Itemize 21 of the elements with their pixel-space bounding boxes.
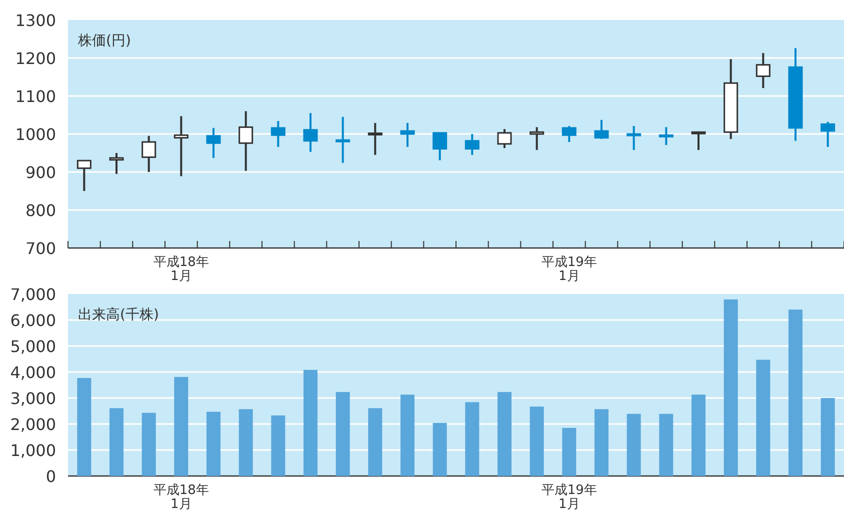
y-tick-label: 7,000 — [10, 285, 56, 304]
y-tick-label: 4,000 — [10, 363, 56, 382]
y-tick-label: 5,000 — [10, 337, 56, 356]
y-axis-title: 出来高(千株) — [78, 307, 159, 323]
x-tick-label: 平成18年 1月 — [153, 483, 209, 511]
y-tick-label: 3,000 — [10, 389, 56, 408]
x-tick-label: 平成19年 1月 — [541, 483, 597, 511]
y-tick-label: 1000 — [15, 125, 56, 144]
y-tick-label: 1100 — [15, 87, 56, 106]
x-tick-label: 平成18年 1月 — [153, 255, 209, 284]
y-axis-title: 株価(円) — [77, 33, 131, 49]
y-tick-label: 800 — [25, 201, 56, 220]
y-tick-label: 1,000 — [10, 441, 56, 460]
x-tick-label: 平成19年 1月 — [541, 255, 597, 284]
y-tick-label: 1200 — [15, 49, 56, 68]
y-tick-label: 0 — [46, 467, 56, 486]
y-tick-label: 6,000 — [10, 311, 56, 330]
y-tick-label: 900 — [25, 163, 56, 182]
y-tick-label: 2,000 — [10, 415, 56, 434]
y-tick-label: 700 — [25, 239, 56, 258]
y-tick-label: 1300 — [15, 11, 56, 30]
